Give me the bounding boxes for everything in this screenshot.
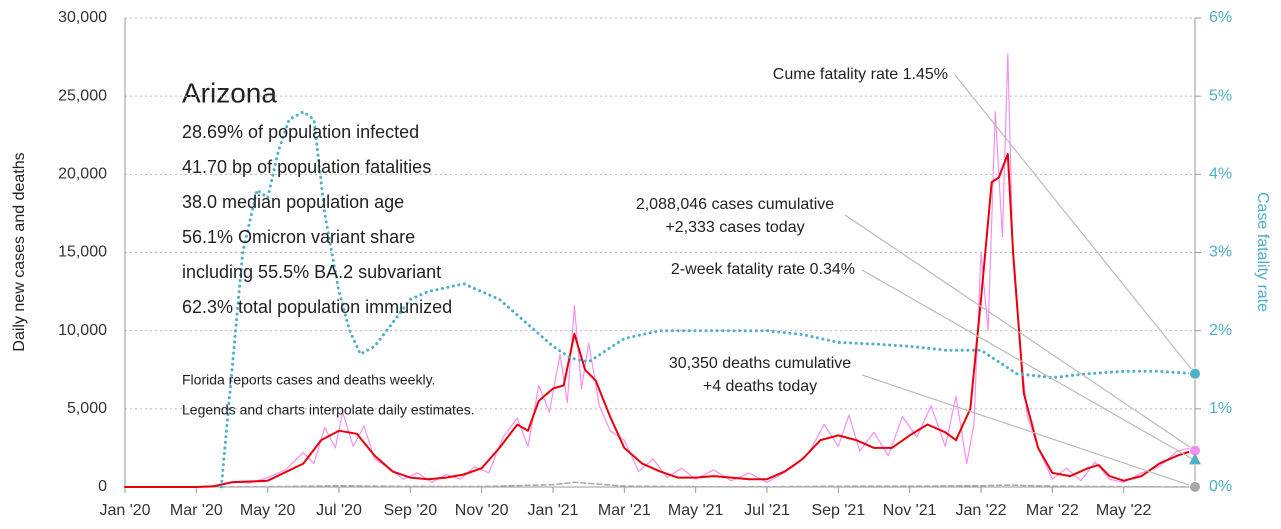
annotation-text: 30,350 deaths cumulative — [669, 355, 851, 372]
leader-line — [954, 74, 1196, 375]
info-line: 62.3% total population immunized — [182, 297, 452, 317]
annotation-text: 2-week fatality rate 0.34% — [671, 261, 855, 278]
annotation-text: +2,333 cases today — [665, 219, 804, 236]
x-tick-label: Mar '21 — [598, 502, 651, 519]
info-line: 41.70 bp of population fatalities — [182, 157, 431, 177]
y-tick-label: 20,000 — [58, 166, 107, 183]
x-tick-label: Nov '21 — [883, 502, 937, 519]
annotation-text: Cume fatality rate 1.45% — [773, 66, 948, 83]
y-tick-label: 0 — [98, 478, 107, 495]
y2-tick-label: 6% — [1209, 9, 1232, 26]
x-tick-label: May '20 — [240, 502, 296, 519]
info-line: 38.0 median population age — [182, 192, 404, 212]
y-tick-label: 5,000 — [67, 400, 107, 417]
x-tick-label: Jan '22 — [955, 502, 1006, 519]
leader-line — [844, 214, 1196, 452]
series-line — [219, 110, 1197, 489]
leader-line — [861, 374, 1196, 488]
end-marker — [1189, 367, 1201, 380]
y-tick-label: 10,000 — [58, 322, 107, 339]
y-axis-label: Daily new cases and deaths — [11, 152, 28, 351]
x-tick-label: Jan '20 — [99, 502, 150, 519]
x-tick-label: May '22 — [1096, 502, 1152, 519]
series-line — [124, 481, 1193, 488]
y2-tick-label: 1% — [1209, 400, 1232, 417]
x-tick-label: Sep '21 — [811, 502, 865, 519]
end-marker — [1189, 480, 1201, 493]
x-tick-label: Jul '21 — [744, 502, 790, 519]
leader-line — [861, 269, 1196, 461]
info-line: including 55.5% BA.2 subvariant — [182, 262, 441, 282]
series-line — [124, 153, 1193, 488]
annotation-text: +4 deaths today — [703, 378, 817, 395]
y-tick-label: 25,000 — [58, 87, 107, 104]
y2-tick-label: 2% — [1209, 322, 1232, 339]
y2-axis-label: Case fatality rate — [1254, 192, 1271, 312]
x-tick-label: Mar '22 — [1026, 502, 1079, 519]
annotation-text: 2,088,046 cases cumulative — [636, 196, 834, 213]
x-tick-label: Jul '20 — [316, 502, 362, 519]
info-line: 28.69% of population infected — [182, 122, 419, 142]
x-tick-label: May '21 — [668, 502, 724, 519]
x-tick-label: Nov '20 — [455, 502, 509, 519]
info-line: 56.1% Omicron variant share — [182, 227, 415, 247]
note: Florida reports cases and deaths weekly. — [182, 372, 435, 388]
y-tick-label: 15,000 — [58, 244, 107, 261]
end-marker — [1189, 453, 1201, 465]
y-tick-label: 30,000 — [58, 9, 107, 26]
x-tick-label: Mar '20 — [170, 502, 223, 519]
y2-tick-label: 4% — [1209, 166, 1232, 183]
chart-title: Arizona — [182, 77, 277, 108]
x-tick-label: Sep '20 — [383, 502, 437, 519]
y2-tick-label: 3% — [1209, 244, 1232, 261]
y2-tick-label: 0% — [1209, 478, 1232, 495]
y2-tick-label: 5% — [1209, 87, 1232, 104]
x-tick-label: Jan '21 — [527, 502, 578, 519]
note: Legends and charts interpolate daily est… — [182, 402, 475, 418]
